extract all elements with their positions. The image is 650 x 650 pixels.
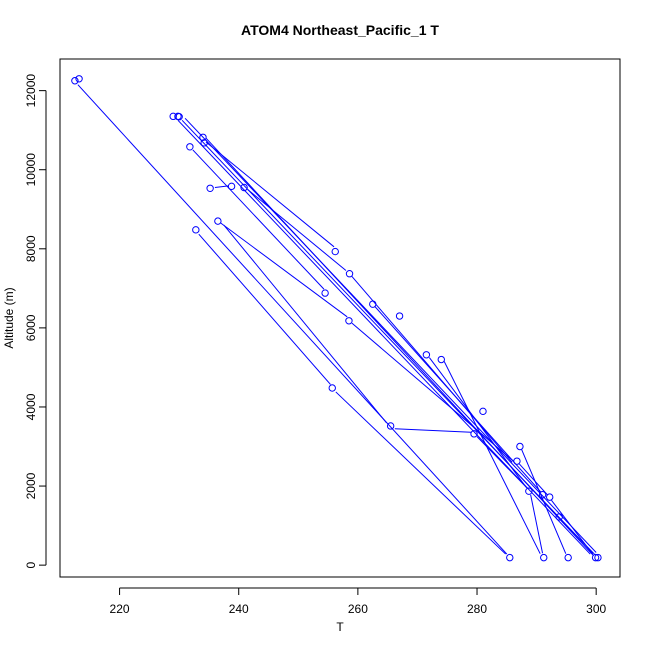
series-lines [77,84,597,556]
data-point [386,422,395,430]
series-segment [351,322,515,462]
data-point [200,139,208,147]
data-point [75,75,83,83]
x-axis-label: T [336,620,344,634]
x-tick-label: 260 [348,602,368,616]
data-point [540,553,548,562]
x-tick-label: 280 [467,602,487,616]
series-segment [223,224,387,424]
data-point [538,491,547,499]
series-segment [198,233,331,385]
series-segment [428,357,527,488]
data-point [175,113,183,121]
data-point [186,143,194,151]
y-tick-label: 8000 [24,235,38,262]
series-segment [247,189,347,271]
x-tick-label: 300 [586,602,606,616]
x-axis: 220 240 260 280 300 [110,587,607,616]
series-segment [443,361,541,554]
data-point [513,457,521,465]
data-point [328,384,336,392]
data-point [227,182,236,191]
series-segment [518,463,548,496]
plot-area [59,58,621,578]
series-segment [476,436,528,489]
data-point [479,407,487,416]
series-segment [394,428,472,433]
series-segment [351,276,513,463]
x-tick-label: 240 [229,602,249,616]
data-point [369,300,377,308]
y-tick-label: 10000 [24,153,38,187]
data-point [564,553,572,562]
data-point [516,442,524,451]
data-point [240,183,248,192]
data-point [199,133,207,141]
data-point [437,355,445,364]
data-point [395,312,404,320]
y-tick-label: 0 [24,561,38,568]
series-segment [205,137,594,556]
data-point [422,351,431,359]
data-point [594,553,602,562]
data-point [345,270,354,278]
data-point [546,493,554,501]
y-tick-label: 6000 [24,314,38,341]
series-segment [192,149,325,290]
series-segment [184,117,597,553]
data-point [206,184,214,193]
series-segment [220,222,348,318]
data-point [345,317,353,325]
data-point [525,487,533,495]
data-point [506,553,514,562]
y-axis-label: Altitude (m) [2,287,16,348]
series-segment [77,84,508,555]
data-point [331,247,339,256]
y-axis: 0 2000 4000 6000 8000 10000 12000 [24,74,47,568]
series-points [71,75,602,562]
data-point [192,226,200,234]
series-segment [530,494,544,554]
series-segment [177,119,591,555]
series-segment [214,185,229,189]
data-point [214,217,222,225]
y-tick-label: 2000 [24,472,38,499]
y-tick-label: 12000 [24,74,38,108]
series-segment [560,519,595,555]
x-tick-label: 220 [110,602,130,616]
data-point [470,430,478,438]
y-tick-label: 4000 [24,393,38,420]
chart-title: ATOM4 Northeast_Pacific_1 T [241,22,439,38]
series-segment [205,141,335,248]
series-segment [521,449,567,554]
data-point [591,553,600,562]
series-segment [335,391,506,555]
data-point [321,289,329,297]
data-point [71,77,79,85]
data-point [555,513,563,521]
